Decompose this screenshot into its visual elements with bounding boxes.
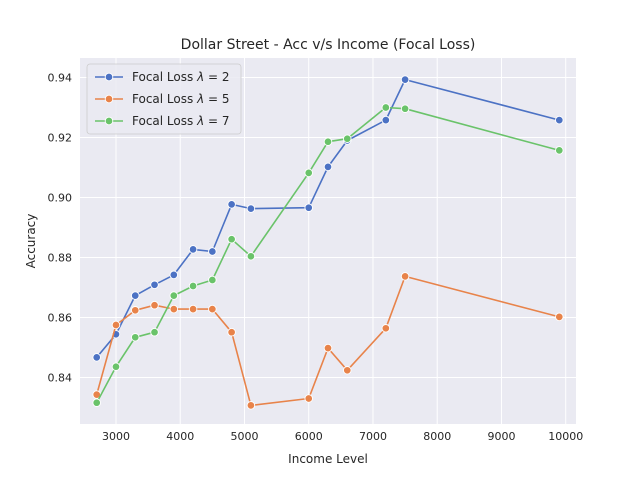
chart-title: Dollar Street - Acc v/s Income (Focal Lo… bbox=[181, 37, 476, 53]
x-tick-label: 9000 bbox=[487, 430, 515, 443]
series-7 bbox=[92, 103, 564, 407]
legend-label: Focal Loss λ = 2 bbox=[132, 70, 230, 84]
data-point bbox=[246, 204, 256, 213]
legend-frame bbox=[86, 63, 242, 135]
data-point bbox=[304, 168, 313, 178]
data-point bbox=[169, 270, 179, 280]
x-tick-label: 5000 bbox=[230, 430, 258, 443]
x-tick-labels: 3000 4000 5000 6000 7000 8000 9000 10000 bbox=[102, 430, 583, 443]
data-point bbox=[343, 134, 352, 143]
legend-item: Focal Loss λ = 7 bbox=[95, 114, 230, 128]
data-point bbox=[246, 252, 256, 261]
data-point bbox=[227, 200, 236, 209]
series-2 bbox=[92, 75, 564, 362]
legend: Focal Loss λ = 2 Focal Loss λ = 5 Focal Lo… bbox=[86, 63, 242, 135]
grid bbox=[80, 58, 576, 424]
data-point bbox=[400, 104, 410, 113]
data-point bbox=[381, 103, 391, 112]
x-tick-label: 4000 bbox=[166, 430, 194, 443]
x-tick-label: 8000 bbox=[423, 430, 451, 443]
data-point bbox=[400, 75, 410, 84]
data-point bbox=[323, 343, 333, 353]
y-tick-label: 0.90 bbox=[48, 192, 73, 205]
data-point bbox=[208, 304, 217, 314]
data-point bbox=[169, 304, 179, 314]
data-point bbox=[323, 162, 333, 172]
data-point bbox=[555, 146, 564, 155]
x-tick-label: 10000 bbox=[548, 430, 583, 443]
legend-swatch-marker bbox=[104, 94, 114, 104]
data-point bbox=[131, 306, 140, 315]
legend-label: Focal Loss λ = 5 bbox=[132, 92, 230, 106]
x-axis-label: Income Level bbox=[288, 452, 368, 466]
data-point bbox=[169, 291, 179, 300]
data-point bbox=[188, 281, 198, 291]
y-axis-label: Accuracy bbox=[24, 214, 38, 269]
data-point bbox=[150, 280, 159, 290]
data-point bbox=[111, 362, 121, 371]
x-tick-label: 7000 bbox=[359, 430, 387, 443]
legend-item: Focal Loss λ = 2 bbox=[95, 70, 230, 84]
legend-label: Focal Loss λ = 7 bbox=[132, 114, 230, 128]
data-point bbox=[188, 245, 198, 254]
data-point bbox=[131, 291, 140, 300]
legend-swatch-marker bbox=[104, 72, 114, 82]
data-point bbox=[381, 324, 391, 333]
data-point bbox=[323, 137, 333, 146]
data-point bbox=[555, 115, 564, 125]
data-point bbox=[131, 333, 140, 342]
data-point bbox=[381, 115, 391, 125]
series-5 bbox=[92, 272, 564, 410]
data-point bbox=[208, 247, 217, 256]
data-point bbox=[92, 353, 101, 362]
data-point bbox=[227, 234, 236, 244]
y-tick-label: 0.92 bbox=[48, 132, 73, 145]
data-point bbox=[188, 304, 198, 314]
data-point bbox=[111, 320, 121, 330]
data-point bbox=[227, 327, 236, 337]
data-point bbox=[400, 272, 410, 281]
data-point bbox=[304, 394, 313, 403]
legend-swatch-marker bbox=[104, 116, 114, 126]
data-point bbox=[555, 312, 564, 322]
legend-item: Focal Loss λ = 5 bbox=[95, 92, 230, 106]
y-tick-label: 0.94 bbox=[48, 72, 73, 85]
data-point bbox=[343, 366, 352, 375]
x-tick-label: 3000 bbox=[102, 430, 130, 443]
data-point bbox=[304, 203, 313, 212]
data-point bbox=[208, 275, 217, 285]
data-point bbox=[150, 327, 159, 337]
y-tick-label: 0.86 bbox=[48, 312, 73, 325]
data-point bbox=[246, 401, 256, 410]
y-tick-label: 0.88 bbox=[48, 252, 73, 265]
x-tick-label: 6000 bbox=[295, 430, 323, 443]
y-tick-labels: 0.84 0.86 0.88 0.90 0.92 0.94 bbox=[48, 72, 73, 385]
data-point bbox=[150, 300, 159, 310]
y-tick-label: 0.84 bbox=[48, 372, 73, 385]
series-layer bbox=[92, 75, 564, 410]
data-point bbox=[92, 398, 101, 407]
